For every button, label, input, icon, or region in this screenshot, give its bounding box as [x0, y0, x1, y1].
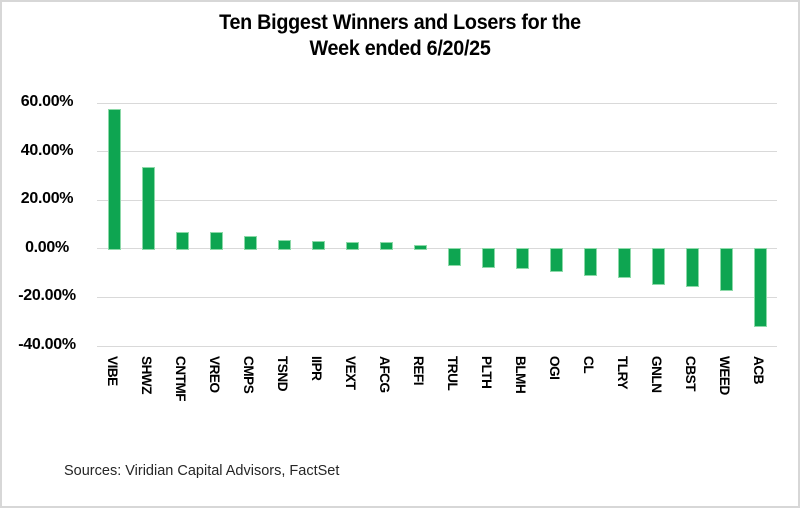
gridline — [97, 345, 777, 347]
x-tick-label: CBST — [683, 356, 699, 392]
gridline — [97, 296, 777, 298]
bar-shwz — [142, 168, 154, 249]
gridline — [97, 151, 777, 153]
x-tick-label: TRUL — [445, 356, 461, 391]
x-tick-label: TSND — [275, 356, 291, 392]
bar-refi — [414, 245, 426, 249]
x-tick-label: WEED — [717, 356, 733, 395]
x-tick-label: ACB — [751, 356, 767, 384]
y-tick-label: 40.00% — [20, 141, 74, 159]
bar-cmps — [244, 236, 256, 249]
x-tick-label: GNLN — [649, 356, 665, 393]
x-tick-label: VEXT — [343, 356, 359, 390]
x-tick-label: OGI — [547, 356, 563, 380]
y-tick-label: 60.00% — [20, 93, 74, 110]
bar-gnln — [652, 248, 664, 285]
x-tick-label: AFCG — [377, 356, 393, 393]
x-tick-label: SHWZ — [139, 356, 155, 395]
y-tick-label: 0.00% — [25, 238, 69, 256]
chart-title: Ten Biggest Winners and Losers for the W… — [26, 10, 774, 62]
y-tick-label: -40.00% — [18, 336, 76, 353]
bar-afcg — [380, 243, 392, 249]
x-tick-label: PLTH — [479, 356, 495, 389]
x-tick-label: IIPR — [309, 356, 325, 381]
x-tick-label: REFI — [411, 356, 427, 385]
gridline — [97, 248, 777, 250]
bar-cl — [584, 248, 596, 276]
sources-note: Sources: Viridian Capital Advisors, Fact… — [64, 463, 340, 479]
y-tick-label: 20.00% — [20, 190, 74, 208]
x-tick-label: CMPS — [241, 356, 257, 394]
x-tick-label: TLRY — [615, 356, 631, 390]
bar-tsnd — [278, 241, 290, 249]
x-tick-label: CNTMF — [173, 356, 189, 402]
x-tick-label: BLMH — [513, 356, 529, 394]
bar-trul — [448, 248, 460, 266]
y-tick-label: -20.00% — [18, 287, 76, 305]
bar-vext — [346, 242, 358, 249]
bar-cntmf — [176, 233, 188, 249]
bar-cbst — [686, 248, 698, 287]
gridline — [97, 102, 777, 104]
x-tick-label: VIBE — [105, 356, 121, 386]
bar-tlry — [618, 248, 630, 277]
bar-ogi — [550, 248, 562, 271]
bar-acb — [754, 248, 766, 326]
bar-blmh — [516, 248, 528, 269]
bar-plth — [482, 248, 494, 268]
x-tick-label: VREO — [207, 356, 223, 393]
bar-vreo — [210, 233, 222, 249]
x-tick-label: CL — [581, 356, 597, 374]
gridline — [97, 199, 777, 201]
chart-title-line1: Ten Biggest Winners and Losers for the — [219, 11, 581, 34]
bar-iipr — [312, 241, 324, 249]
bar-vibe — [108, 110, 120, 249]
bar-weed — [720, 248, 732, 291]
chart-title-line2: Week ended 6/20/25 — [309, 37, 491, 60]
